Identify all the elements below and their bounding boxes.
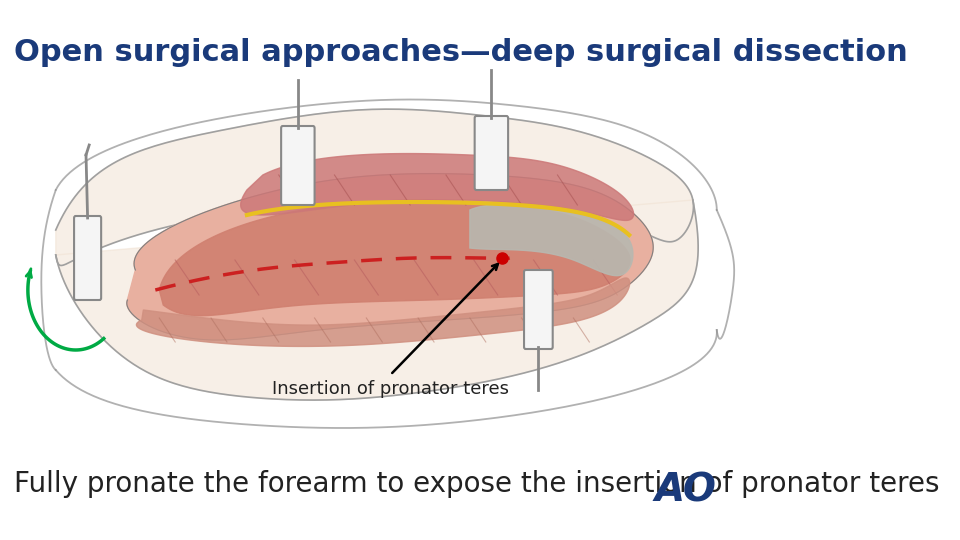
Polygon shape [469, 205, 633, 275]
Polygon shape [56, 109, 698, 400]
Text: Fully pronate the forearm to expose the insertion of pronator teres: Fully pronate the forearm to expose the … [14, 470, 940, 498]
FancyBboxPatch shape [474, 116, 508, 190]
FancyBboxPatch shape [281, 126, 315, 205]
Polygon shape [127, 174, 653, 340]
Polygon shape [241, 153, 634, 220]
Text: Open surgical approaches—deep surgical dissection: Open surgical approaches—deep surgical d… [14, 38, 908, 67]
Polygon shape [159, 200, 630, 316]
Polygon shape [136, 278, 630, 347]
Text: Insertion of pronator teres: Insertion of pronator teres [272, 380, 509, 398]
Text: AO: AO [655, 472, 717, 510]
FancyBboxPatch shape [74, 216, 101, 300]
FancyBboxPatch shape [524, 270, 553, 349]
